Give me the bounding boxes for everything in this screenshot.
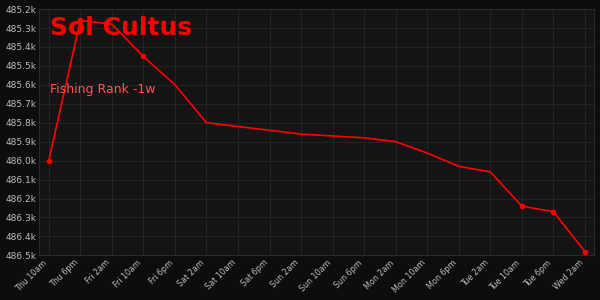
Text: Sol Cultus: Sol Cultus xyxy=(50,16,193,40)
Text: Fishing Rank -1w: Fishing Rank -1w xyxy=(50,83,156,96)
